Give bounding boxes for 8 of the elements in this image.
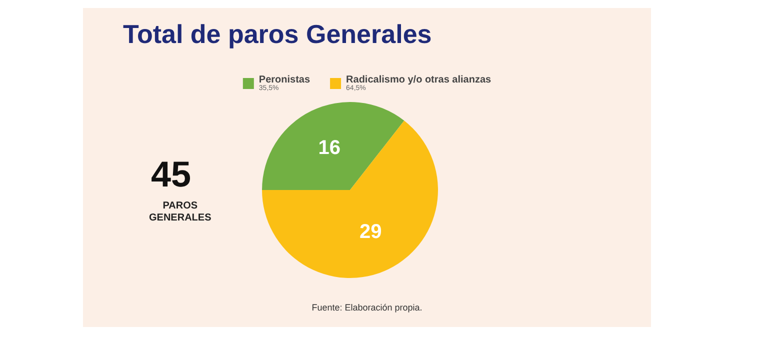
source-note: Fuente: Elaboración propia. [312,302,422,312]
data-label: 16 [318,136,341,159]
legend-label: Radicalismo y/o otras alianzas [346,74,492,86]
data-label: 29 [359,221,382,244]
text: 45 [151,154,192,194]
chart-title: Total de paros Generales [123,19,432,49]
legend-label: Peronistas [258,74,310,86]
text: PAROS GENERALES [149,200,212,224]
